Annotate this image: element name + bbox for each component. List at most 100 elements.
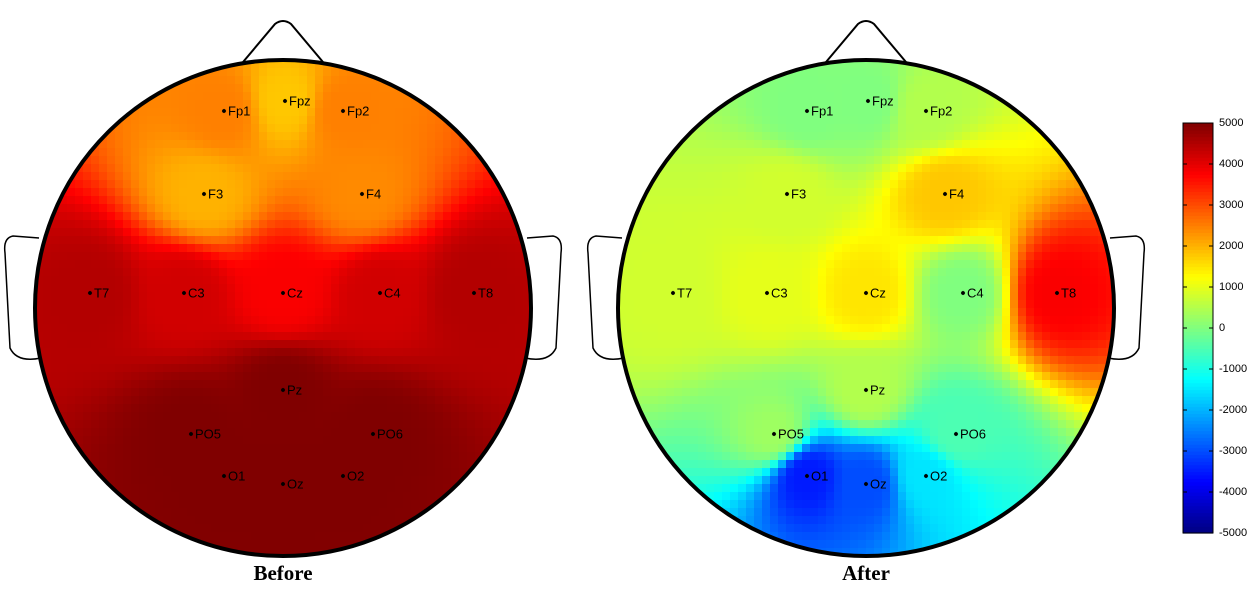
field-cell: [810, 244, 819, 253]
field-cell: [986, 300, 995, 309]
field-cell: [363, 324, 372, 333]
field-cell: [331, 324, 340, 333]
field-cell: [227, 204, 236, 213]
field-cell: [818, 140, 827, 149]
field-cell: [323, 268, 332, 277]
field-cell: [219, 356, 228, 365]
field-cell: [291, 236, 300, 245]
field-cell: [994, 140, 1003, 149]
field-cell: [435, 228, 444, 237]
field-cell: [243, 428, 252, 437]
field-cell: [291, 292, 300, 301]
field-cell: [75, 236, 84, 245]
field-cell: [219, 276, 228, 285]
field-cell: [746, 260, 755, 269]
field-cell: [235, 300, 244, 309]
field-cell: [674, 204, 683, 213]
field-cell: [786, 100, 795, 109]
field-cell: [267, 276, 276, 285]
field-cell: [59, 212, 68, 221]
field-cell: [874, 244, 883, 253]
field-cell: [387, 140, 396, 149]
field-cell: [267, 444, 276, 453]
field-cell: [67, 372, 76, 381]
field-cell: [347, 116, 356, 125]
field-cell: [371, 444, 380, 453]
field-cell: [187, 268, 196, 277]
field-cell: [1010, 116, 1019, 125]
field-cell: [475, 228, 484, 237]
field-cell: [866, 268, 875, 277]
field-cell: [147, 484, 156, 493]
field-cell: [994, 132, 1003, 141]
field-cell: [387, 172, 396, 181]
field-cell: [163, 236, 172, 245]
field-cell: [499, 276, 508, 285]
field-cell: [1002, 268, 1011, 277]
field-cell: [403, 204, 412, 213]
field-cell: [235, 132, 244, 141]
field-cell: [419, 412, 428, 421]
field-cell: [171, 404, 180, 413]
field-cell: [411, 228, 420, 237]
field-cell: [219, 492, 228, 501]
field-cell: [275, 532, 284, 541]
field-cell: [962, 108, 971, 117]
field-cell: [475, 420, 484, 429]
field-cell: [339, 140, 348, 149]
field-cell: [882, 148, 891, 157]
field-cell: [1050, 204, 1059, 213]
field-cell: [147, 100, 156, 109]
field-cell: [235, 436, 244, 445]
field-cell: [115, 204, 124, 213]
field-cell: [1058, 316, 1067, 325]
field-cell: [115, 220, 124, 229]
field-cell: [347, 412, 356, 421]
field-cell: [682, 316, 691, 325]
field-cell: [371, 412, 380, 421]
field-cell: [115, 268, 124, 277]
field-cell: [642, 284, 651, 293]
field-cell: [387, 228, 396, 237]
field-cell: [219, 420, 228, 429]
field-cell: [187, 188, 196, 197]
field-cell: [195, 100, 204, 109]
field-cell: [762, 308, 771, 317]
field-cell: [99, 388, 108, 397]
field-cell: [954, 292, 963, 301]
field-cell: [67, 188, 76, 197]
field-cell: [291, 228, 300, 237]
field-cell: [339, 428, 348, 437]
field-cell: [251, 444, 260, 453]
field-cell: [970, 236, 979, 245]
field-cell: [131, 444, 140, 453]
field-cell: [139, 308, 148, 317]
field-cell: [874, 228, 883, 237]
field-cell: [754, 124, 763, 133]
field-cell: [778, 124, 787, 133]
field-cell: [475, 452, 484, 461]
field-cell: [315, 124, 324, 133]
field-cell: [666, 268, 675, 277]
field-cell: [994, 116, 1003, 125]
field-cell: [267, 308, 276, 317]
field-cell: [954, 84, 963, 93]
field-cell: [259, 484, 268, 493]
field-cell: [355, 372, 364, 381]
field-cell: [243, 524, 252, 533]
field-cell: [890, 172, 899, 181]
field-cell: [882, 308, 891, 317]
field-cell: [243, 188, 252, 197]
field-cell: [243, 180, 252, 189]
field-cell: [219, 132, 228, 141]
field-cell: [267, 372, 276, 381]
field-cell: [331, 156, 340, 165]
electrode: [280, 387, 286, 393]
field-cell: [275, 300, 284, 309]
field-cell: [507, 252, 516, 261]
field-cell: [459, 228, 468, 237]
field-cell: [147, 196, 156, 205]
field-cell: [347, 196, 356, 205]
field-cell: [251, 308, 260, 317]
field-cell: [347, 252, 356, 261]
